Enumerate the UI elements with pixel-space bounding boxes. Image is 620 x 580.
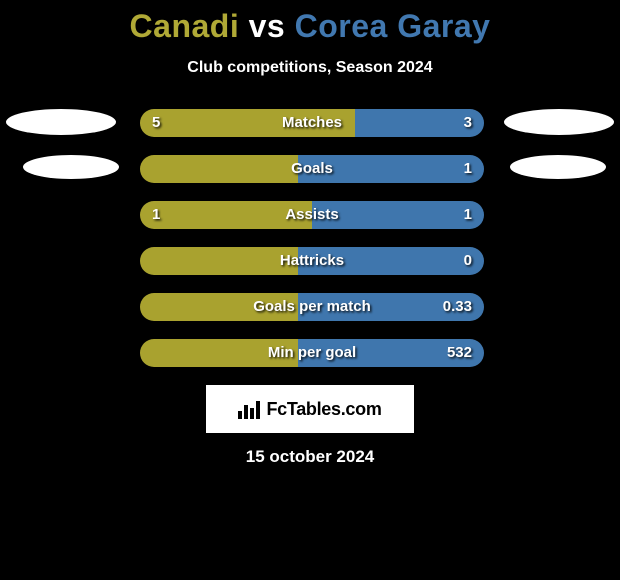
player-left-name: Canadi [130, 8, 240, 44]
stat-row: 11Assists [0, 201, 620, 229]
stat-value-right: 1 [464, 155, 472, 183]
bar-chart-icon [238, 399, 260, 419]
page-title: Canadi vs Corea Garay [0, 0, 620, 45]
stat-bar-left [140, 339, 298, 367]
stat-value-left: 5 [152, 109, 160, 137]
subtitle: Club competitions, Season 2024 [0, 59, 620, 77]
player-right-name: Corea Garay [295, 8, 491, 44]
stat-track: 11Assists [140, 201, 484, 229]
stat-value-right: 532 [447, 339, 472, 367]
stat-track: 532Min per goal [140, 339, 484, 367]
snapshot-date: 15 october 2024 [0, 447, 620, 467]
fctables-logo[interactable]: FcTables.com [206, 385, 414, 433]
stat-value-right: 1 [464, 201, 472, 229]
stat-bar-left [140, 109, 355, 137]
stat-bar-left [140, 201, 312, 229]
stat-value-left: 1 [152, 201, 160, 229]
stat-bar-left [140, 247, 298, 275]
stat-track: 0Hattricks [140, 247, 484, 275]
stat-row: 0Hattricks [0, 247, 620, 275]
stat-bar-right [298, 247, 484, 275]
stat-track: 0.33Goals per match [140, 293, 484, 321]
stat-bar-left [140, 293, 298, 321]
stat-row: 1Goals [0, 155, 620, 183]
stat-value-right: 3 [464, 109, 472, 137]
fctables-logo-text: FcTables.com [266, 399, 381, 420]
stat-value-right: 0 [464, 247, 472, 275]
stat-bar-left [140, 155, 298, 183]
stat-bar-right [298, 155, 484, 183]
stat-row: 532Min per goal [0, 339, 620, 367]
stat-bar-right [312, 201, 484, 229]
vs-text: vs [249, 8, 286, 44]
stat-row: 0.33Goals per match [0, 293, 620, 321]
stat-track: 53Matches [140, 109, 484, 137]
comparison-chart: 53Matches1Goals11Assists0Hattricks0.33Go… [0, 109, 620, 367]
stat-row: 53Matches [0, 109, 620, 137]
stat-track: 1Goals [140, 155, 484, 183]
stat-value-right: 0.33 [443, 293, 472, 321]
